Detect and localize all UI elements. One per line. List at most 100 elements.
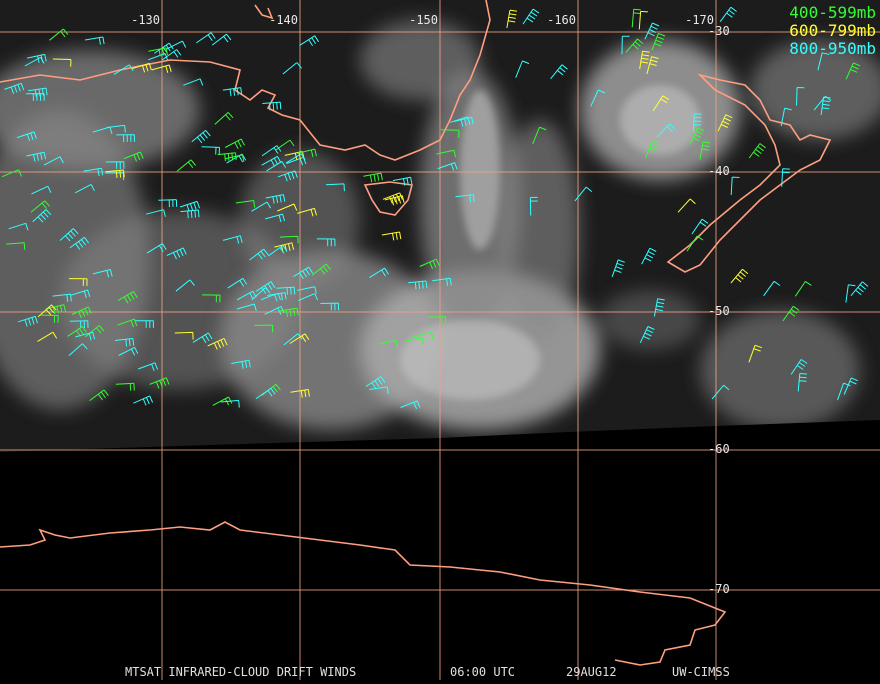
wind-barb (719, 6, 737, 22)
wind-barb (782, 305, 800, 322)
wind-barb (37, 304, 57, 318)
wind-barb (254, 324, 274, 333)
wind-barb (161, 49, 182, 61)
wind-barb (192, 332, 213, 344)
wind-barb (83, 167, 104, 176)
wind-barb (843, 377, 858, 395)
wind-barb (611, 259, 625, 278)
source-label: UW-CIMSS (672, 665, 730, 679)
wind-barb (455, 194, 475, 203)
wind-barb (166, 247, 187, 260)
wind-barb (845, 284, 856, 303)
wind-barb (114, 338, 135, 347)
wind-barb (113, 64, 134, 75)
wind-barb (296, 286, 317, 294)
wind-barb (625, 38, 644, 53)
wind-barb (37, 331, 58, 342)
wind-barb (26, 53, 47, 64)
wind-barb (796, 87, 805, 106)
wind-barb (84, 325, 105, 338)
wind-barb (158, 199, 178, 208)
wind-barb (131, 62, 152, 73)
wind-barb (311, 263, 331, 276)
wind-barb (641, 247, 657, 265)
wind-barb (276, 286, 296, 295)
wind-barb (550, 64, 568, 80)
wind-barb (621, 35, 630, 55)
wind-barb (285, 153, 306, 164)
wind-barb (68, 278, 88, 287)
wind-barb (115, 382, 135, 391)
wind-barb (392, 176, 413, 186)
wind-barb (850, 281, 869, 297)
wind-barb (137, 362, 158, 371)
wind-barb (30, 200, 50, 213)
wind-barb (265, 194, 286, 204)
wind-barb (277, 170, 298, 182)
wind-barb (174, 331, 194, 340)
wind-barb (686, 235, 704, 252)
wind-barb (656, 123, 676, 138)
wind-barb (70, 289, 91, 299)
wind-barb (32, 209, 52, 223)
wind-barb (123, 151, 144, 162)
wind-barb (262, 101, 282, 111)
wind-barb (408, 280, 428, 290)
wind-barb (432, 277, 452, 286)
legend-entry: 400-599mb (789, 3, 876, 22)
wind-barb (780, 107, 792, 127)
wind-barb (196, 32, 216, 44)
wind-barb (298, 293, 319, 301)
wind-barb (290, 389, 310, 398)
wind-barb (790, 359, 808, 375)
wind-barb (52, 58, 72, 67)
wind-barb (74, 183, 95, 194)
wind-barb (274, 242, 295, 253)
wind-barb (207, 337, 228, 350)
latitude-label: -60 (708, 442, 730, 456)
wind-barb (515, 60, 530, 78)
wind-barb (532, 126, 547, 145)
wind-barb (274, 139, 295, 151)
wind-barb (118, 346, 139, 356)
wind-barb (89, 389, 109, 402)
wind-barb (651, 32, 666, 51)
wind-barb (235, 200, 256, 208)
wind-barb (781, 168, 790, 187)
wind-barb (255, 387, 276, 400)
wind-barb (166, 40, 187, 50)
wind-barb (117, 290, 138, 304)
wind-barb (748, 143, 766, 159)
wind-barb (75, 331, 96, 341)
wind-barb (201, 294, 221, 303)
product-label: MTSAT INFRARED-CLOUD DRIFT WINDS (125, 665, 356, 679)
legend-entry: 800-950mb (789, 39, 876, 58)
wind-barb (255, 281, 276, 294)
wind-barb (320, 302, 340, 311)
wind-barb (316, 238, 336, 247)
wind-barb (135, 320, 154, 328)
wind-barb (645, 140, 659, 159)
wind-barb (419, 258, 440, 269)
wind-barb (69, 320, 89, 329)
wind-barb (437, 162, 458, 171)
wind-barb (699, 141, 711, 160)
wind-barb (677, 198, 696, 213)
wind-barb (67, 325, 87, 337)
wind-barb (590, 89, 606, 107)
wind-barb (116, 134, 135, 143)
grid-labels: -130 -140 -150 -160 -170-30 -40 -50 -60 -70 (131, 13, 730, 596)
wind-barb (845, 62, 861, 80)
wind-barb (652, 95, 670, 112)
wind-barb (251, 201, 272, 212)
wind-barb (211, 33, 232, 46)
wind-barb (183, 78, 204, 86)
wind-barb (220, 399, 240, 408)
wind-barb (748, 344, 762, 363)
wind-barb (381, 231, 402, 241)
wind-barb (68, 343, 88, 356)
wind-barb (382, 192, 403, 204)
